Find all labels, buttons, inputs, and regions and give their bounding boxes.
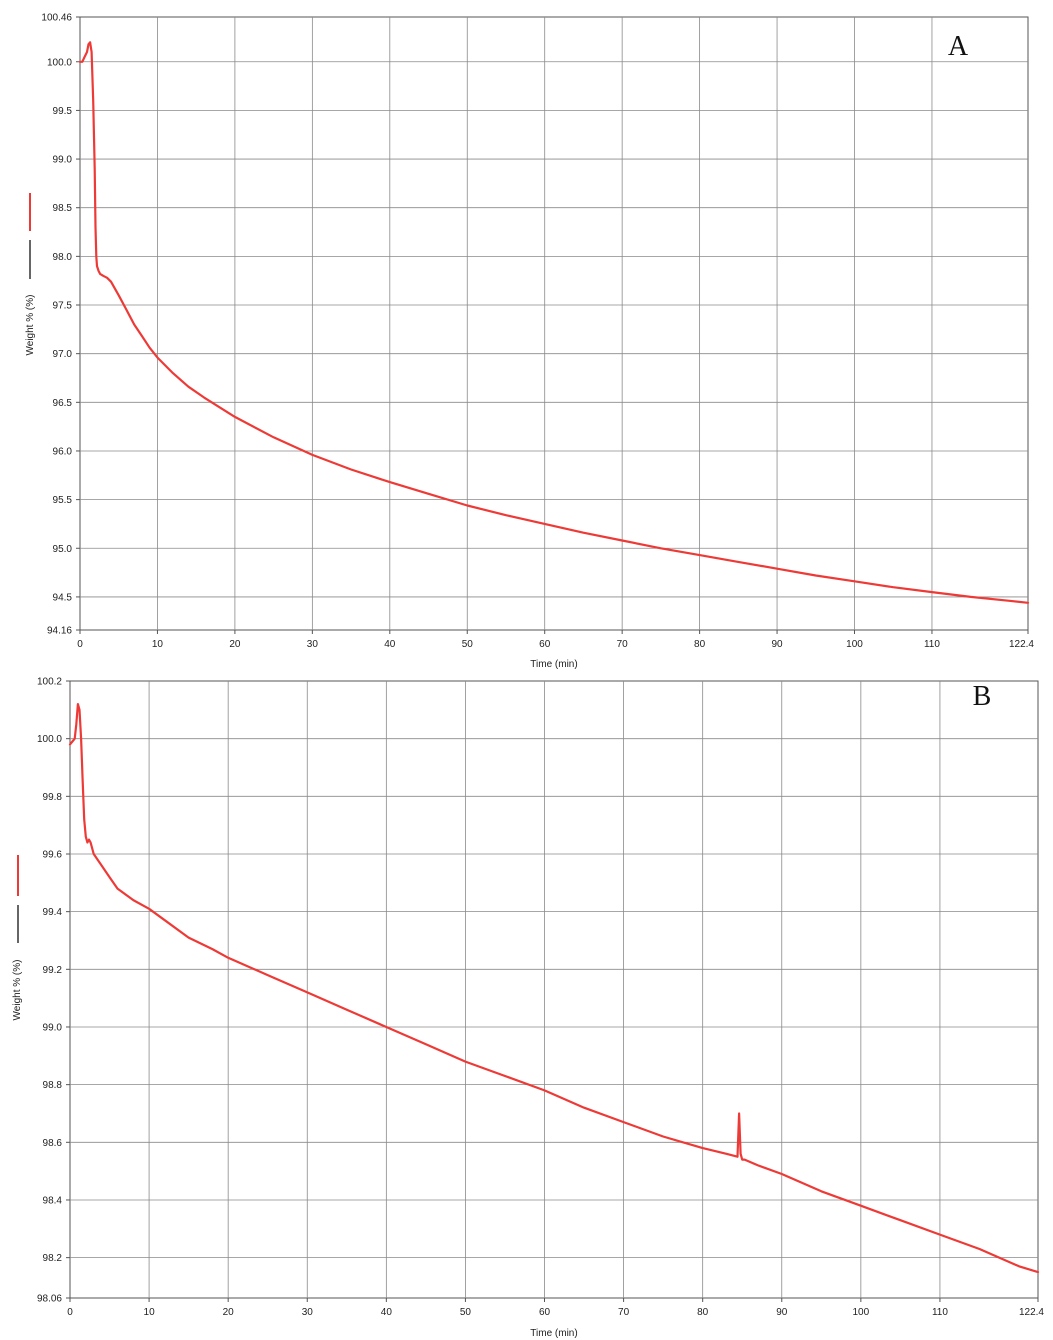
x-tick-label: 60: [539, 1307, 551, 1318]
x-tick-label: 80: [694, 639, 706, 650]
x-tick-label: 100: [853, 1307, 870, 1318]
x-tick-label: 100: [846, 639, 863, 650]
x-tick-label: 50: [462, 639, 474, 650]
panel-label: A: [948, 31, 969, 62]
x-axis-label: Time (min): [530, 1328, 577, 1339]
y-tick-label: 98.5: [53, 203, 73, 214]
y-tick-label: 99.0: [53, 155, 73, 166]
x-tick-label: 20: [229, 639, 241, 650]
y-tick-label: 96.0: [53, 446, 73, 457]
x-tick-label: 30: [302, 1307, 314, 1318]
x-axis-label: Time (min): [530, 659, 577, 670]
y-tick-label: 94.16: [47, 626, 72, 637]
x-tick-label: 20: [223, 1307, 235, 1318]
x-tick-label: 70: [617, 639, 629, 650]
y-tick-label: 98.4: [43, 1195, 63, 1206]
series-line: [78, 41, 1030, 604]
x-tick-label: 40: [381, 1307, 393, 1318]
x-tick-label: 10: [152, 639, 164, 650]
y-tick-label: 94.5: [53, 592, 73, 603]
panel-label: B: [973, 681, 992, 712]
x-tick-label: 60: [539, 639, 551, 650]
y-tick-label: 97.0: [53, 349, 73, 360]
plot-area: [69, 680, 1039, 1299]
y-tick-label: 98.8: [43, 1080, 63, 1091]
y-tick-label: 100.0: [37, 734, 62, 745]
y-tick-label: 100.2: [37, 677, 62, 688]
y-tick-label: 95.5: [53, 495, 73, 506]
y-tick-label: 95.0: [53, 544, 73, 555]
x-tick-label: 122.4: [1019, 1307, 1044, 1318]
y-tick-label: 98.6: [43, 1138, 63, 1149]
x-tick-label: 70: [618, 1307, 630, 1318]
series-line: [68, 702, 1040, 1274]
y-tick-label: 98.0: [53, 252, 73, 263]
y-tick-label: 100.0: [47, 57, 72, 68]
x-tick-label: 80: [697, 1307, 709, 1318]
chart-a: 0 10 20 30 40 50 60 70 80 90 100 110 122.4 94.16 94.5 9…: [25, 13, 1034, 671]
y-tick-label: 99.4: [43, 907, 63, 918]
x-tick-label: 30: [307, 639, 319, 650]
x-tick-label: 50: [460, 1307, 472, 1318]
x-tick-label: 40: [384, 639, 396, 650]
y-tick-label: 99.5: [53, 106, 73, 117]
x-tick-label: 0: [77, 639, 83, 650]
x-tick-label: 110: [932, 1307, 948, 1318]
y-tick-label: 99.0: [43, 1022, 63, 1033]
chart-b: 0 10 20 30 40 50 60 70 80 90 100 110 122.4 98.06 98.2 9…: [12, 677, 1044, 1340]
y-tick-label: 96.5: [53, 398, 73, 409]
plot-area: [79, 16, 1029, 631]
y-tick-label: 99.6: [43, 849, 63, 860]
y-axis-label: Weight % (%): [25, 295, 36, 356]
y-tick-label: 98.06: [37, 1294, 62, 1305]
y-tick-label: 100.46: [41, 13, 72, 24]
y-axis-label: Weight % (%): [12, 960, 23, 1021]
x-tick-label: 10: [144, 1307, 156, 1318]
y-tick-label: 97.5: [53, 301, 73, 312]
x-tick-label: 122.4: [1009, 639, 1034, 650]
y-tick-label: 98.2: [43, 1253, 63, 1264]
x-tick-label: 90: [776, 1307, 788, 1318]
x-tick-label: 90: [771, 639, 783, 650]
x-tick-label: 110: [924, 639, 940, 650]
y-tick-label: 99.8: [43, 792, 63, 803]
x-tick-label: 0: [67, 1307, 73, 1318]
y-tick-label: 99.2: [43, 965, 63, 976]
